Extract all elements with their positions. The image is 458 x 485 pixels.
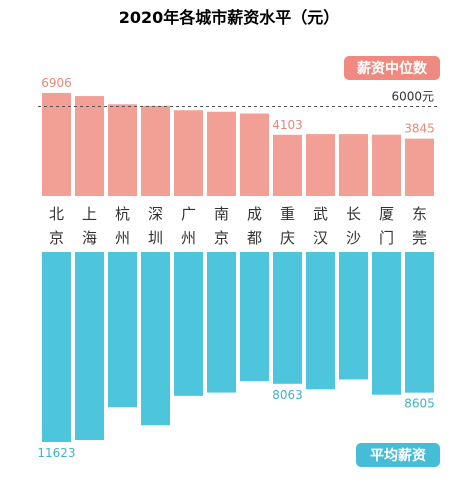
average-bar-4 xyxy=(174,252,203,396)
average-bar-0 xyxy=(42,252,71,442)
category-label-5-top: 南 xyxy=(214,205,229,223)
median-bar-group xyxy=(42,93,434,196)
category-label-0-top: 北 xyxy=(49,205,64,223)
category-label-10-top: 厦 xyxy=(379,205,394,223)
median-data-label-7: 4103 xyxy=(272,118,303,132)
category-label-4-bottom: 州 xyxy=(181,229,196,247)
category-label-2-top: 杭 xyxy=(115,205,130,223)
average-bar-3 xyxy=(141,252,170,426)
category-label-4-top: 广 xyxy=(181,205,196,223)
category-label-8-bottom: 汉 xyxy=(313,229,328,247)
category-label-0-bottom: 京 xyxy=(49,229,64,247)
category-label-5-bottom: 京 xyxy=(214,229,229,247)
reference-line-label: 6000元 xyxy=(391,90,434,104)
average-data-label-7: 8063 xyxy=(272,388,303,402)
average-bar-group xyxy=(42,252,434,442)
average-bar-9 xyxy=(339,252,368,380)
category-label-10-bottom: 门 xyxy=(379,229,394,247)
average-legend-badge xyxy=(356,443,440,467)
average-legend-badge-label: 平均薪资 xyxy=(370,447,426,464)
median-bar-0 xyxy=(42,93,71,196)
median-bar-5 xyxy=(207,111,236,196)
data-label-group: 6906 11623 4103 8063 3845 8605 xyxy=(37,76,434,460)
median-bar-10 xyxy=(372,134,401,196)
median-bar-2 xyxy=(108,104,137,196)
average-bar-8 xyxy=(306,252,335,390)
average-bar-6 xyxy=(240,252,269,382)
chart-title: 2020年各城市薪资水平（元） xyxy=(119,8,340,27)
average-bar-7 xyxy=(273,252,302,384)
average-bar-10 xyxy=(372,252,401,395)
median-bar-4 xyxy=(174,110,203,196)
median-bar-3 xyxy=(141,105,170,196)
category-label-3-bottom: 圳 xyxy=(148,229,163,247)
category-label-6-top: 成 xyxy=(247,205,262,223)
average-data-label-0: 11623 xyxy=(37,446,75,460)
median-data-label-0: 6906 xyxy=(41,76,72,90)
category-label-1-top: 上 xyxy=(82,205,97,223)
category-label-1-bottom: 海 xyxy=(82,229,97,247)
category-label-9-top: 长 xyxy=(346,205,361,223)
median-bar-9 xyxy=(339,134,368,196)
average-bar-11 xyxy=(405,252,434,393)
category-label-8-top: 武 xyxy=(313,205,328,223)
category-label-2-bottom: 州 xyxy=(115,229,130,247)
category-label-6-bottom: 都 xyxy=(247,229,262,247)
category-label-11-bottom: 莞 xyxy=(412,229,427,247)
median-bar-7 xyxy=(273,134,302,196)
median-bar-6 xyxy=(240,113,269,196)
median-bar-8 xyxy=(306,134,335,196)
average-bar-1 xyxy=(75,252,104,440)
median-bar-1 xyxy=(75,96,104,196)
category-label-7-top: 重 xyxy=(280,205,295,223)
reference-line-group: 6000元 xyxy=(38,90,438,108)
median-data-label-11: 3845 xyxy=(404,122,435,136)
category-label-9-bottom: 沙 xyxy=(346,229,361,247)
average-data-label-11: 8605 xyxy=(404,397,435,411)
average-bar-5 xyxy=(207,252,236,393)
median-legend-badge-label: 薪资中位数 xyxy=(357,60,428,77)
category-label-11-top: 东 xyxy=(412,205,427,223)
category-label-7-bottom: 庆 xyxy=(280,229,295,247)
median-legend-badge xyxy=(344,56,440,80)
median-bar-11 xyxy=(405,138,434,196)
average-bar-2 xyxy=(108,252,137,408)
category-label-3-top: 深 xyxy=(148,205,163,223)
